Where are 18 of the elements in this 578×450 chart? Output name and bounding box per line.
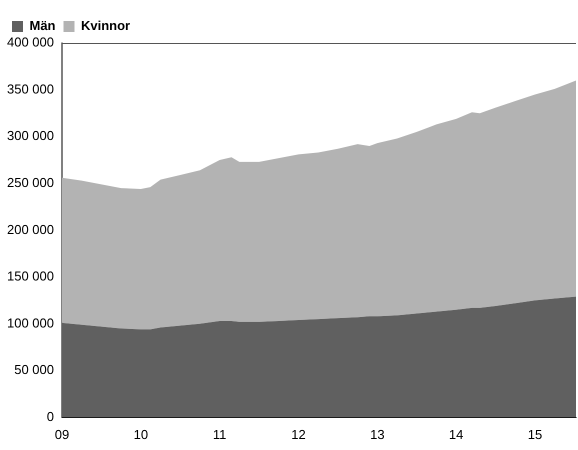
y-tick-label: 250 000 bbox=[6, 174, 54, 190]
x-tick-label: 10 bbox=[134, 426, 148, 442]
y-tick-label: 400 000 bbox=[6, 34, 54, 50]
x-tick-label: 15 bbox=[528, 426, 542, 442]
y-tick-label: 100 000 bbox=[6, 315, 54, 330]
legend-label: Kvinnor bbox=[81, 18, 130, 34]
y-tick-label: 150 000 bbox=[6, 268, 54, 284]
legend-label: Män bbox=[30, 18, 56, 34]
y-tick-label: 350 000 bbox=[6, 81, 54, 96]
x-tick-label: 14 bbox=[448, 426, 464, 442]
y-tick-label: 50 000 bbox=[14, 362, 54, 378]
y-tick-label: 200 000 bbox=[6, 222, 54, 237]
x-tick-label: 13 bbox=[370, 426, 385, 442]
x-tick-label: 11 bbox=[212, 426, 226, 442]
x-tick-label: 12 bbox=[291, 426, 306, 442]
y-tick-label: 0 bbox=[46, 408, 54, 424]
y-tick-label: 300 000 bbox=[6, 128, 54, 144]
x-tick-label: 09 bbox=[54, 426, 70, 442]
